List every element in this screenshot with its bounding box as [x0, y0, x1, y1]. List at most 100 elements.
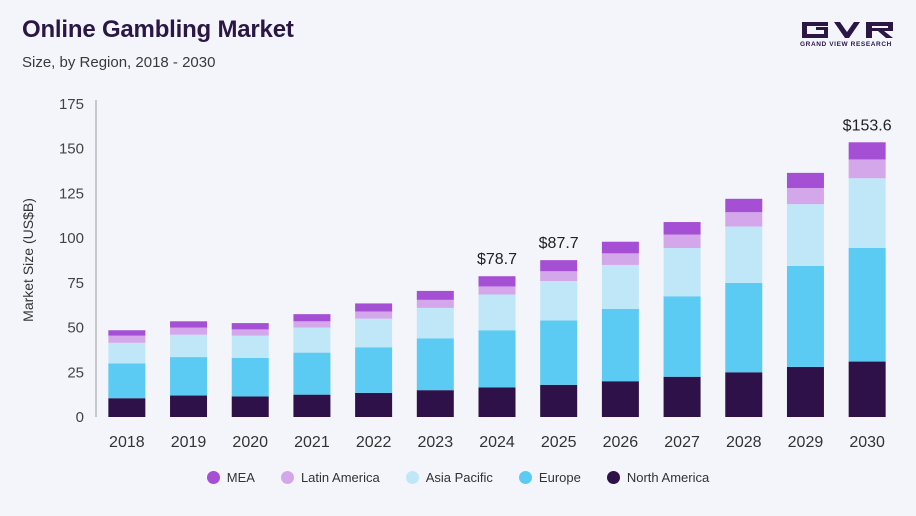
- bar-segment-mea: [725, 198, 763, 213]
- legend-swatch: [280, 470, 294, 484]
- x-tick-label: 2023: [418, 434, 454, 451]
- bar-segment-asia-pacific: [786, 204, 824, 266]
- bar-segment-europe: [355, 347, 393, 393]
- bar-segment-mea: [108, 330, 146, 336]
- bar-segment-north-america: [663, 376, 701, 417]
- bar-segment-latin-america: [231, 329, 269, 336]
- x-tick-label: 2020: [232, 434, 268, 451]
- x-tick-label: 2029: [788, 434, 824, 451]
- bar-segment-north-america: [725, 372, 763, 417]
- bar-segment-asia-pacific: [601, 264, 639, 309]
- bar-segment-north-america: [231, 396, 269, 417]
- chart-title: Online Gambling Market: [22, 16, 294, 43]
- bar-segment-north-america: [416, 390, 454, 417]
- chart-legend: MEA Latin America Asia Pacific Europe North …: [0, 467, 916, 487]
- total-value-label: $87.7: [539, 235, 579, 252]
- legend-swatch: [206, 470, 220, 484]
- bar-segment-europe: [170, 357, 208, 396]
- bar-segment-asia-pacific: [848, 178, 886, 248]
- bar-segment-latin-america: [540, 271, 578, 282]
- logo-mark-icon: [802, 22, 893, 38]
- bar-segment-latin-america: [848, 159, 886, 179]
- bar-segment-europe: [478, 330, 516, 388]
- bar-segment-mea: [416, 290, 454, 300]
- bar-segment-north-america: [170, 395, 208, 417]
- x-tick-label: 2025: [541, 434, 577, 451]
- bar-segment-north-america: [540, 384, 578, 417]
- total-value-label: $78.7: [477, 251, 517, 268]
- y-tick-label: 100: [59, 230, 84, 247]
- bar-segment-north-america: [108, 398, 146, 417]
- bar-segment-latin-america: [663, 234, 701, 248]
- bar-segment-latin-america: [293, 321, 331, 328]
- x-tick-label: 2018: [109, 434, 145, 451]
- total-value-label: $153.6: [843, 117, 892, 134]
- legend-item: Asia Pacific: [405, 469, 493, 485]
- legend-swatch: [518, 470, 532, 484]
- bar-segment-mea: [170, 321, 208, 328]
- logo-text: GRAND VIEW RESEARCH: [800, 41, 892, 48]
- y-tick-label: 150: [59, 141, 84, 158]
- bar-segment-mea: [478, 276, 516, 287]
- x-tick-label: 2028: [726, 434, 762, 451]
- legend-swatch: [606, 470, 620, 484]
- bar-segment-north-america: [293, 394, 331, 417]
- bar-segment-europe: [663, 296, 701, 377]
- bar-segment-mea: [848, 142, 886, 160]
- y-tick-label: 50: [67, 320, 84, 337]
- bar-segment-latin-america: [108, 335, 146, 343]
- bar-segment-asia-pacific: [170, 334, 208, 358]
- legend-label: MEA: [226, 469, 255, 485]
- y-tick-label: 125: [59, 185, 84, 202]
- bar-segment-mea: [663, 222, 701, 235]
- x-tick-label: 2022: [356, 434, 392, 451]
- bar-segment-mea: [601, 241, 639, 254]
- y-axis-label: Market Size (US$B): [20, 198, 36, 322]
- bar-segment-europe: [416, 338, 454, 391]
- bar-segment-asia-pacific: [231, 335, 269, 358]
- bar-segment-europe: [231, 357, 269, 397]
- bar-segment-europe: [725, 282, 763, 373]
- bar-segment-latin-america: [355, 311, 393, 319]
- bar-segment-latin-america: [416, 299, 454, 308]
- bar-segment-europe: [786, 265, 824, 367]
- legend-label: Europe: [538, 469, 581, 485]
- bar-segment-asia-pacific: [663, 247, 701, 297]
- chart-subtitle: Size, by Region, 2018 - 2030: [22, 54, 216, 71]
- x-tick-label: 2027: [664, 434, 700, 451]
- grand-view-research-logo: GRAND VIEW RESEARCH: [800, 20, 896, 54]
- bar-segment-north-america: [601, 381, 639, 417]
- bar-segment-asia-pacific: [478, 294, 516, 331]
- bar-segment-europe: [540, 320, 578, 385]
- legend-item: Latin America: [280, 469, 380, 485]
- x-tick-label: 2026: [603, 434, 639, 451]
- bar-segment-asia-pacific: [293, 327, 331, 353]
- legend-swatch: [405, 470, 419, 484]
- legend-label: Latin America: [300, 469, 380, 485]
- bar-segment-latin-america: [170, 327, 208, 335]
- bar-segment-north-america: [786, 366, 824, 417]
- bar-segment-mea: [231, 323, 269, 330]
- legend-item: North America: [606, 470, 709, 485]
- y-tick-label: 0: [76, 409, 84, 426]
- x-tick-label: 2030: [849, 434, 885, 451]
- bar-segment-asia-pacific: [355, 318, 393, 348]
- bar-segment-latin-america: [725, 212, 763, 227]
- bar-segment-north-america: [355, 392, 393, 417]
- bar-segment-latin-america: [601, 253, 639, 265]
- y-tick-label: 75: [67, 275, 84, 292]
- bar-segment-latin-america: [786, 188, 824, 205]
- bar-segment-mea: [293, 314, 331, 322]
- x-tick-label: 2024: [479, 434, 515, 451]
- legend-label: Asia Pacific: [425, 469, 493, 485]
- bar-segment-europe: [848, 247, 886, 362]
- legend-item: Europe: [518, 469, 581, 485]
- x-tick-label: 2021: [294, 434, 330, 451]
- bar-segment-latin-america: [478, 286, 516, 295]
- y-tick-label: 25: [67, 364, 84, 381]
- bar-segment-mea: [355, 303, 393, 312]
- legend-item: MEA: [206, 469, 255, 485]
- bar-segment-asia-pacific: [416, 307, 454, 339]
- bar-segment-asia-pacific: [725, 226, 763, 283]
- bar-segment-europe: [293, 352, 331, 395]
